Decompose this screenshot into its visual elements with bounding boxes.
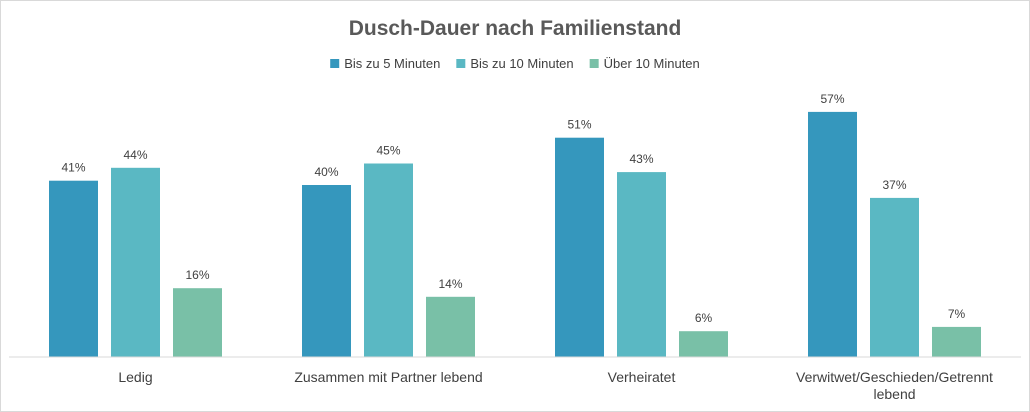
legend-label-1: Bis zu 5 Minuten <box>344 56 440 71</box>
bar-1-1 <box>49 180 98 357</box>
data-label-3-1: 16% <box>185 268 209 282</box>
legend-label-3: Über 10 Minuten <box>604 56 700 71</box>
legend-swatch-3 <box>589 59 599 68</box>
data-label-3-3: 6% <box>695 311 713 325</box>
category-label-3: Verheiratet <box>608 369 676 385</box>
data-label-2-3: 43% <box>629 152 653 166</box>
category-labels: Ledig Zusammen mit Partner lebend Verheira… <box>118 369 993 402</box>
category-label-2: Zusammen mit Partner lebend <box>294 369 482 385</box>
bar-1-4 <box>808 111 857 358</box>
data-label-2-1: 44% <box>123 148 147 162</box>
bar-1-3 <box>555 137 604 357</box>
bar-1-2 <box>302 185 351 357</box>
data-label-3-4: 7% <box>948 307 966 321</box>
bar-2-4 <box>870 197 919 357</box>
bar-3-1 <box>173 288 222 357</box>
data-label-1-4: 57% <box>820 92 844 106</box>
legend-label-2: Bis zu 10 Minuten <box>470 56 573 71</box>
category-label-4: Verwitwet/Geschieden/Getrennt <box>796 369 993 385</box>
data-label-1-3: 51% <box>567 118 591 132</box>
data-label-2-4: 37% <box>882 178 906 192</box>
bar-2-2 <box>364 163 413 357</box>
data-label-1-2: 40% <box>314 165 338 179</box>
legend-swatch-2 <box>456 59 466 68</box>
bar-3-2 <box>426 296 475 357</box>
chart-title: Dusch-Dauer nach Familienstand <box>349 17 682 40</box>
legend-swatch-1 <box>330 59 340 68</box>
bar-2-3 <box>617 172 666 357</box>
bar-2-1 <box>111 167 160 357</box>
category-label-4-line-2: lebend <box>873 386 915 402</box>
legend: Bis zu 5 Minuten Bis zu 10 Minuten Über 10… <box>330 56 700 71</box>
data-label-2-2: 45% <box>376 144 400 158</box>
data-label-3-2: 14% <box>438 277 462 291</box>
bars-group: 41% 44% 16% 40% 45% 14% 51% 43% 6% 57% 37% 7% <box>49 92 981 358</box>
bar-3-4 <box>932 326 981 357</box>
category-label-1: Ledig <box>118 369 152 385</box>
bar-3-3 <box>679 331 728 357</box>
data-label-1-1: 41% <box>61 161 85 175</box>
